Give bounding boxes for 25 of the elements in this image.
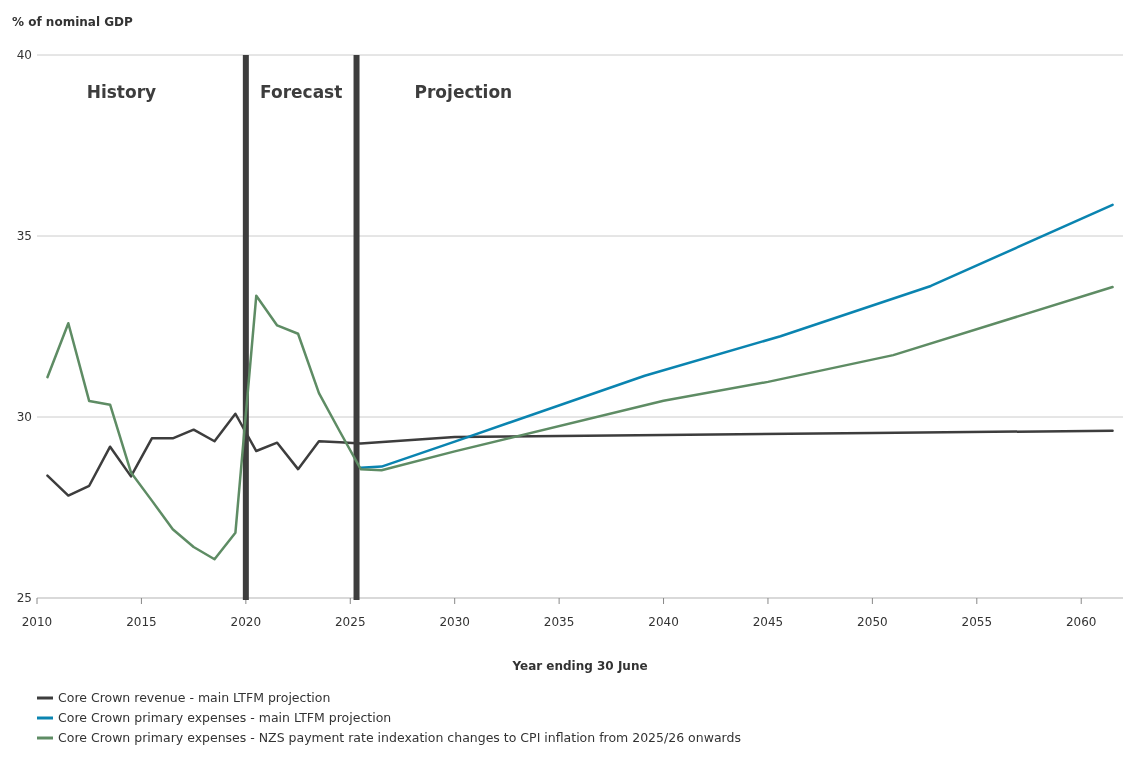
- annotation: History: [86, 82, 157, 102]
- line-series: [359, 203, 1114, 469]
- x-tick-label: 2025: [335, 615, 366, 629]
- annotation: Forecast: [260, 82, 343, 102]
- y-tick-label: 25: [16, 591, 32, 606]
- y-tick-label: 40: [16, 48, 32, 63]
- x-tick-label: 2015: [126, 615, 157, 629]
- x-tick-label: 2035: [543, 615, 575, 629]
- x-tick-label: 2020: [230, 615, 262, 629]
- x-tick-label: 2010: [21, 615, 53, 629]
- line-series: [46, 285, 1114, 561]
- x-tick-label: 2050: [857, 615, 888, 629]
- x-tick-label: 2045: [752, 615, 784, 629]
- x-tick-label: 2040: [648, 615, 679, 629]
- legend-label: Core Crown primary expenses - NZS payment rate indexation changes to CPI inflation from 2025/26 onwards: [58, 730, 741, 746]
- x-axis-title: Year ending 30 June: [511, 659, 648, 673]
- y-axis-title: % of nominal GDP: [12, 15, 133, 29]
- x-tick-label: 2030: [439, 615, 470, 629]
- y-tick-label: 30: [16, 410, 32, 425]
- y-tick-label: 35: [16, 229, 32, 244]
- x-tick-label: 2055: [961, 615, 993, 629]
- annotation: Projection: [414, 82, 513, 102]
- legend-label: Core Crown revenue - main LTFM projection: [58, 690, 331, 706]
- legend-label: Core Crown primary expenses - main LTFM projection: [58, 710, 392, 726]
- x-tick-label: 2060: [1065, 615, 1097, 629]
